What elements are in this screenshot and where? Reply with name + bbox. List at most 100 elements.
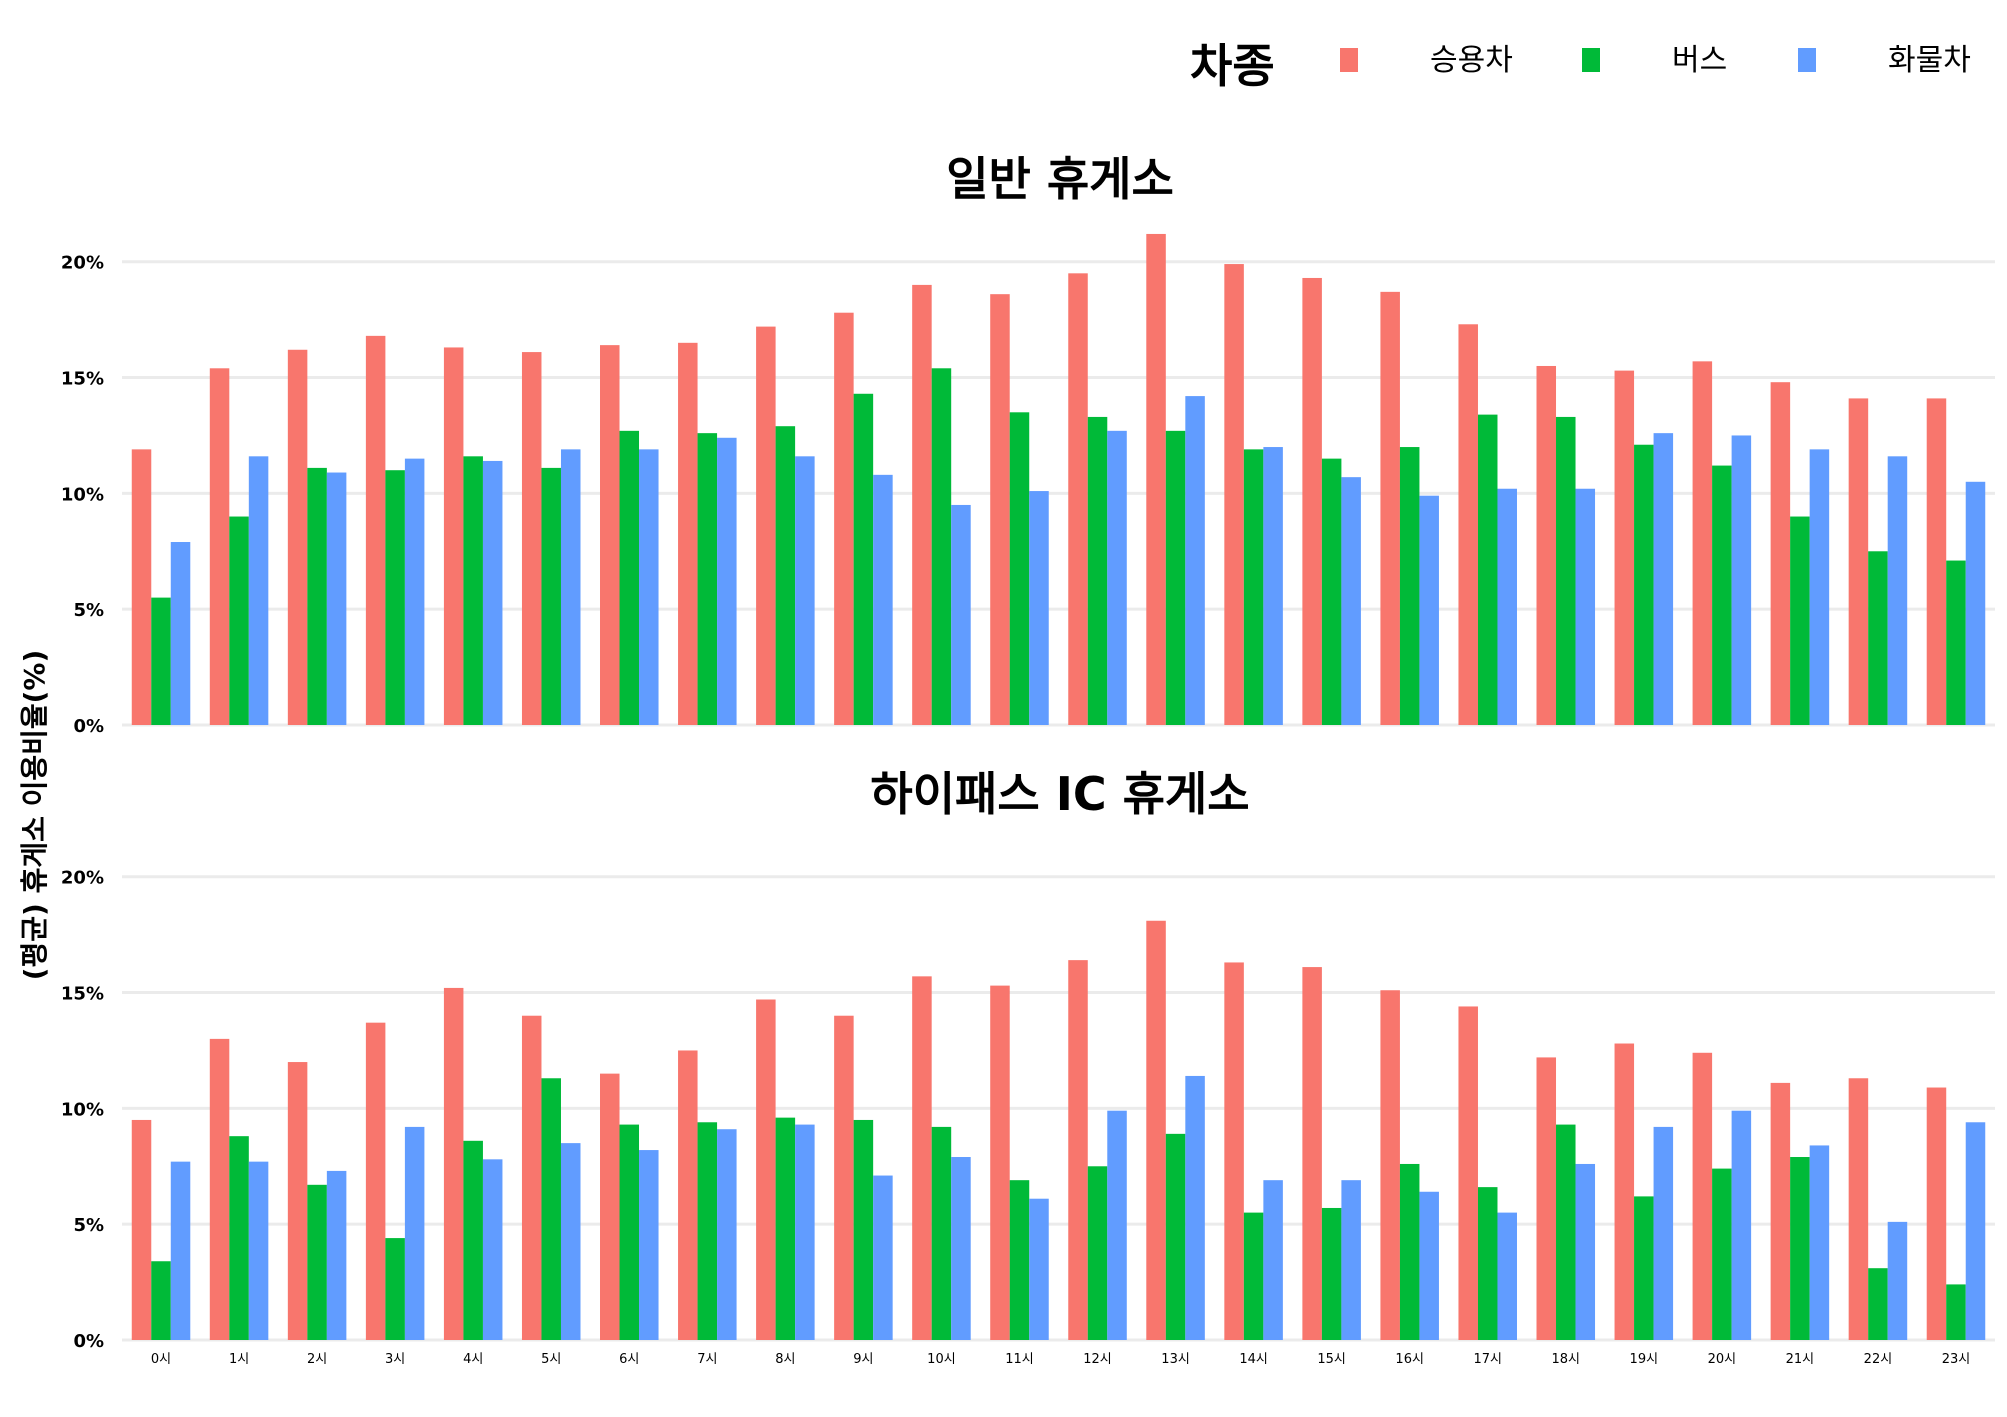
bar-승용차-14시 xyxy=(1224,264,1244,725)
bar-승용차-6시 xyxy=(600,1073,620,1340)
bar-버스-1시 xyxy=(229,516,249,725)
bar-버스-6시 xyxy=(619,430,640,725)
bar-화물차-5시 xyxy=(560,1143,581,1340)
bar-버스-4시 xyxy=(463,1140,483,1340)
bar-화물차-17시 xyxy=(1497,1212,1517,1340)
bar-버스-3시 xyxy=(385,470,405,725)
x-tick-label: 8시 xyxy=(775,1352,795,1367)
bar-버스-23시 xyxy=(1946,560,1966,725)
bar-승용차-7시 xyxy=(678,1050,698,1340)
bar-버스-17시 xyxy=(1477,414,1498,725)
bar-승용차-3시 xyxy=(365,1022,386,1340)
x-tick-label: 1시 xyxy=(229,1352,249,1367)
panel-title-general: 일반 휴게소 xyxy=(946,152,1174,206)
bar-버스-21시 xyxy=(1790,1157,1810,1340)
bar-버스-7시 xyxy=(697,1122,718,1340)
bar-버스-23시 xyxy=(1946,1284,1966,1340)
bar-화물차-19시 xyxy=(1653,433,1674,725)
bar-화물차-16시 xyxy=(1419,495,1439,725)
x-tick-label: 23시 xyxy=(1942,1352,1971,1367)
y-tick-label: 15% xyxy=(61,369,104,390)
bar-승용차-10시 xyxy=(912,284,932,725)
bar-승용차-16시 xyxy=(1380,990,1400,1340)
bar-버스-19시 xyxy=(1634,444,1654,725)
bar-승용차-6시 xyxy=(600,345,620,725)
bar-승용차-0시 xyxy=(131,1119,152,1340)
bar-버스-13시 xyxy=(1165,1133,1186,1340)
bar-화물차-12시 xyxy=(1107,430,1127,725)
bar-승용차-21시 xyxy=(1770,1082,1791,1340)
bar-버스-11시 xyxy=(1009,1180,1030,1340)
bar-화물차-15시 xyxy=(1341,477,1361,725)
bar-화물차-6시 xyxy=(639,449,659,725)
bar-화물차-19시 xyxy=(1653,1126,1674,1340)
bar-승용차-15시 xyxy=(1302,277,1322,725)
bar-버스-20시 xyxy=(1712,1168,1732,1340)
bar-승용차-13시 xyxy=(1146,233,1166,725)
y-tick-label: 0% xyxy=(73,716,104,737)
legend: 차종 승용차 버스 화물차 xyxy=(1190,39,1971,93)
bar-화물차-0시 xyxy=(170,542,191,725)
bar-버스-0시 xyxy=(151,1261,171,1340)
bar-승용차-14시 xyxy=(1224,962,1244,1340)
bar-승용차-1시 xyxy=(209,1038,230,1340)
bar-화물차-16시 xyxy=(1419,1191,1439,1340)
bars xyxy=(131,920,1986,1340)
bar-화물차-2시 xyxy=(326,1170,347,1340)
bar-승용차-22시 xyxy=(1848,398,1869,725)
bar-화물차-18시 xyxy=(1575,488,1596,725)
bar-화물차-18시 xyxy=(1575,1163,1596,1340)
panel-title-hipass: 하이패스 IC 휴게소 xyxy=(870,767,1249,821)
bar-승용차-4시 xyxy=(443,987,464,1340)
bar-화물차-13시 xyxy=(1185,396,1205,725)
bar-버스-15시 xyxy=(1321,1207,1342,1340)
bar-버스-10시 xyxy=(931,368,952,725)
x-tick-label: 18시 xyxy=(1552,1352,1581,1367)
legend-swatch-화물차 xyxy=(1798,48,1816,72)
bar-화물차-21시 xyxy=(1809,1145,1830,1340)
bar-화물차-3시 xyxy=(404,1126,425,1340)
bar-버스-2시 xyxy=(307,1184,327,1340)
x-tick-label: 16시 xyxy=(1395,1352,1424,1367)
bar-화물차-3시 xyxy=(404,458,425,725)
bar-승용차-0시 xyxy=(131,449,152,725)
bar-승용차-16시 xyxy=(1380,291,1400,725)
bar-버스-2시 xyxy=(307,467,327,725)
bar-화물차-4시 xyxy=(482,460,503,725)
y-tick-label: 10% xyxy=(61,1099,104,1120)
bar-화물차-23시 xyxy=(1965,481,1986,725)
y-tick-labels: 0% 5% 10% 15% 20% xyxy=(61,253,104,737)
bar-화물차-14시 xyxy=(1263,447,1283,725)
grid-lines xyxy=(122,875,1995,1342)
bar-승용차-23시 xyxy=(1926,1087,1947,1340)
bar-버스-4시 xyxy=(463,456,483,725)
y-axis-label: (평균) 휴게소 이용비율(%) xyxy=(18,650,51,981)
bar-버스-9시 xyxy=(853,1119,874,1340)
x-tick-label: 11시 xyxy=(1005,1352,1034,1367)
bar-화물차-10시 xyxy=(951,504,971,725)
bar-버스-18시 xyxy=(1556,416,1576,725)
bar-화물차-8시 xyxy=(795,456,815,725)
bar-화물차-21시 xyxy=(1809,449,1830,725)
bar-승용차-7시 xyxy=(678,342,698,725)
bar-승용차-5시 xyxy=(521,1015,542,1340)
x-tick-label: 15시 xyxy=(1317,1352,1346,1367)
bar-버스-19시 xyxy=(1634,1196,1654,1340)
bar-버스-6시 xyxy=(619,1124,640,1340)
bar-승용차-17시 xyxy=(1458,1006,1478,1340)
legend-swatch-승용차 xyxy=(1340,48,1358,72)
bar-화물차-12시 xyxy=(1107,1110,1127,1340)
bar-버스-14시 xyxy=(1243,1212,1264,1340)
bar-승용차-3시 xyxy=(365,335,386,725)
bar-승용차-18시 xyxy=(1536,1057,1557,1340)
bar-승용차-22시 xyxy=(1848,1078,1869,1340)
panel-general: 일반 휴게소 0% 5% 10% 15% 20% xyxy=(61,152,1995,737)
bar-승용차-12시 xyxy=(1068,273,1088,725)
bar-화물차-13시 xyxy=(1185,1075,1205,1340)
bar-화물차-9시 xyxy=(873,474,893,725)
bar-승용차-13시 xyxy=(1146,920,1166,1340)
bar-화물차-5시 xyxy=(560,449,581,725)
bar-승용차-23시 xyxy=(1926,398,1947,725)
legend-title: 차종 xyxy=(1190,39,1275,93)
bar-버스-9시 xyxy=(853,393,874,725)
